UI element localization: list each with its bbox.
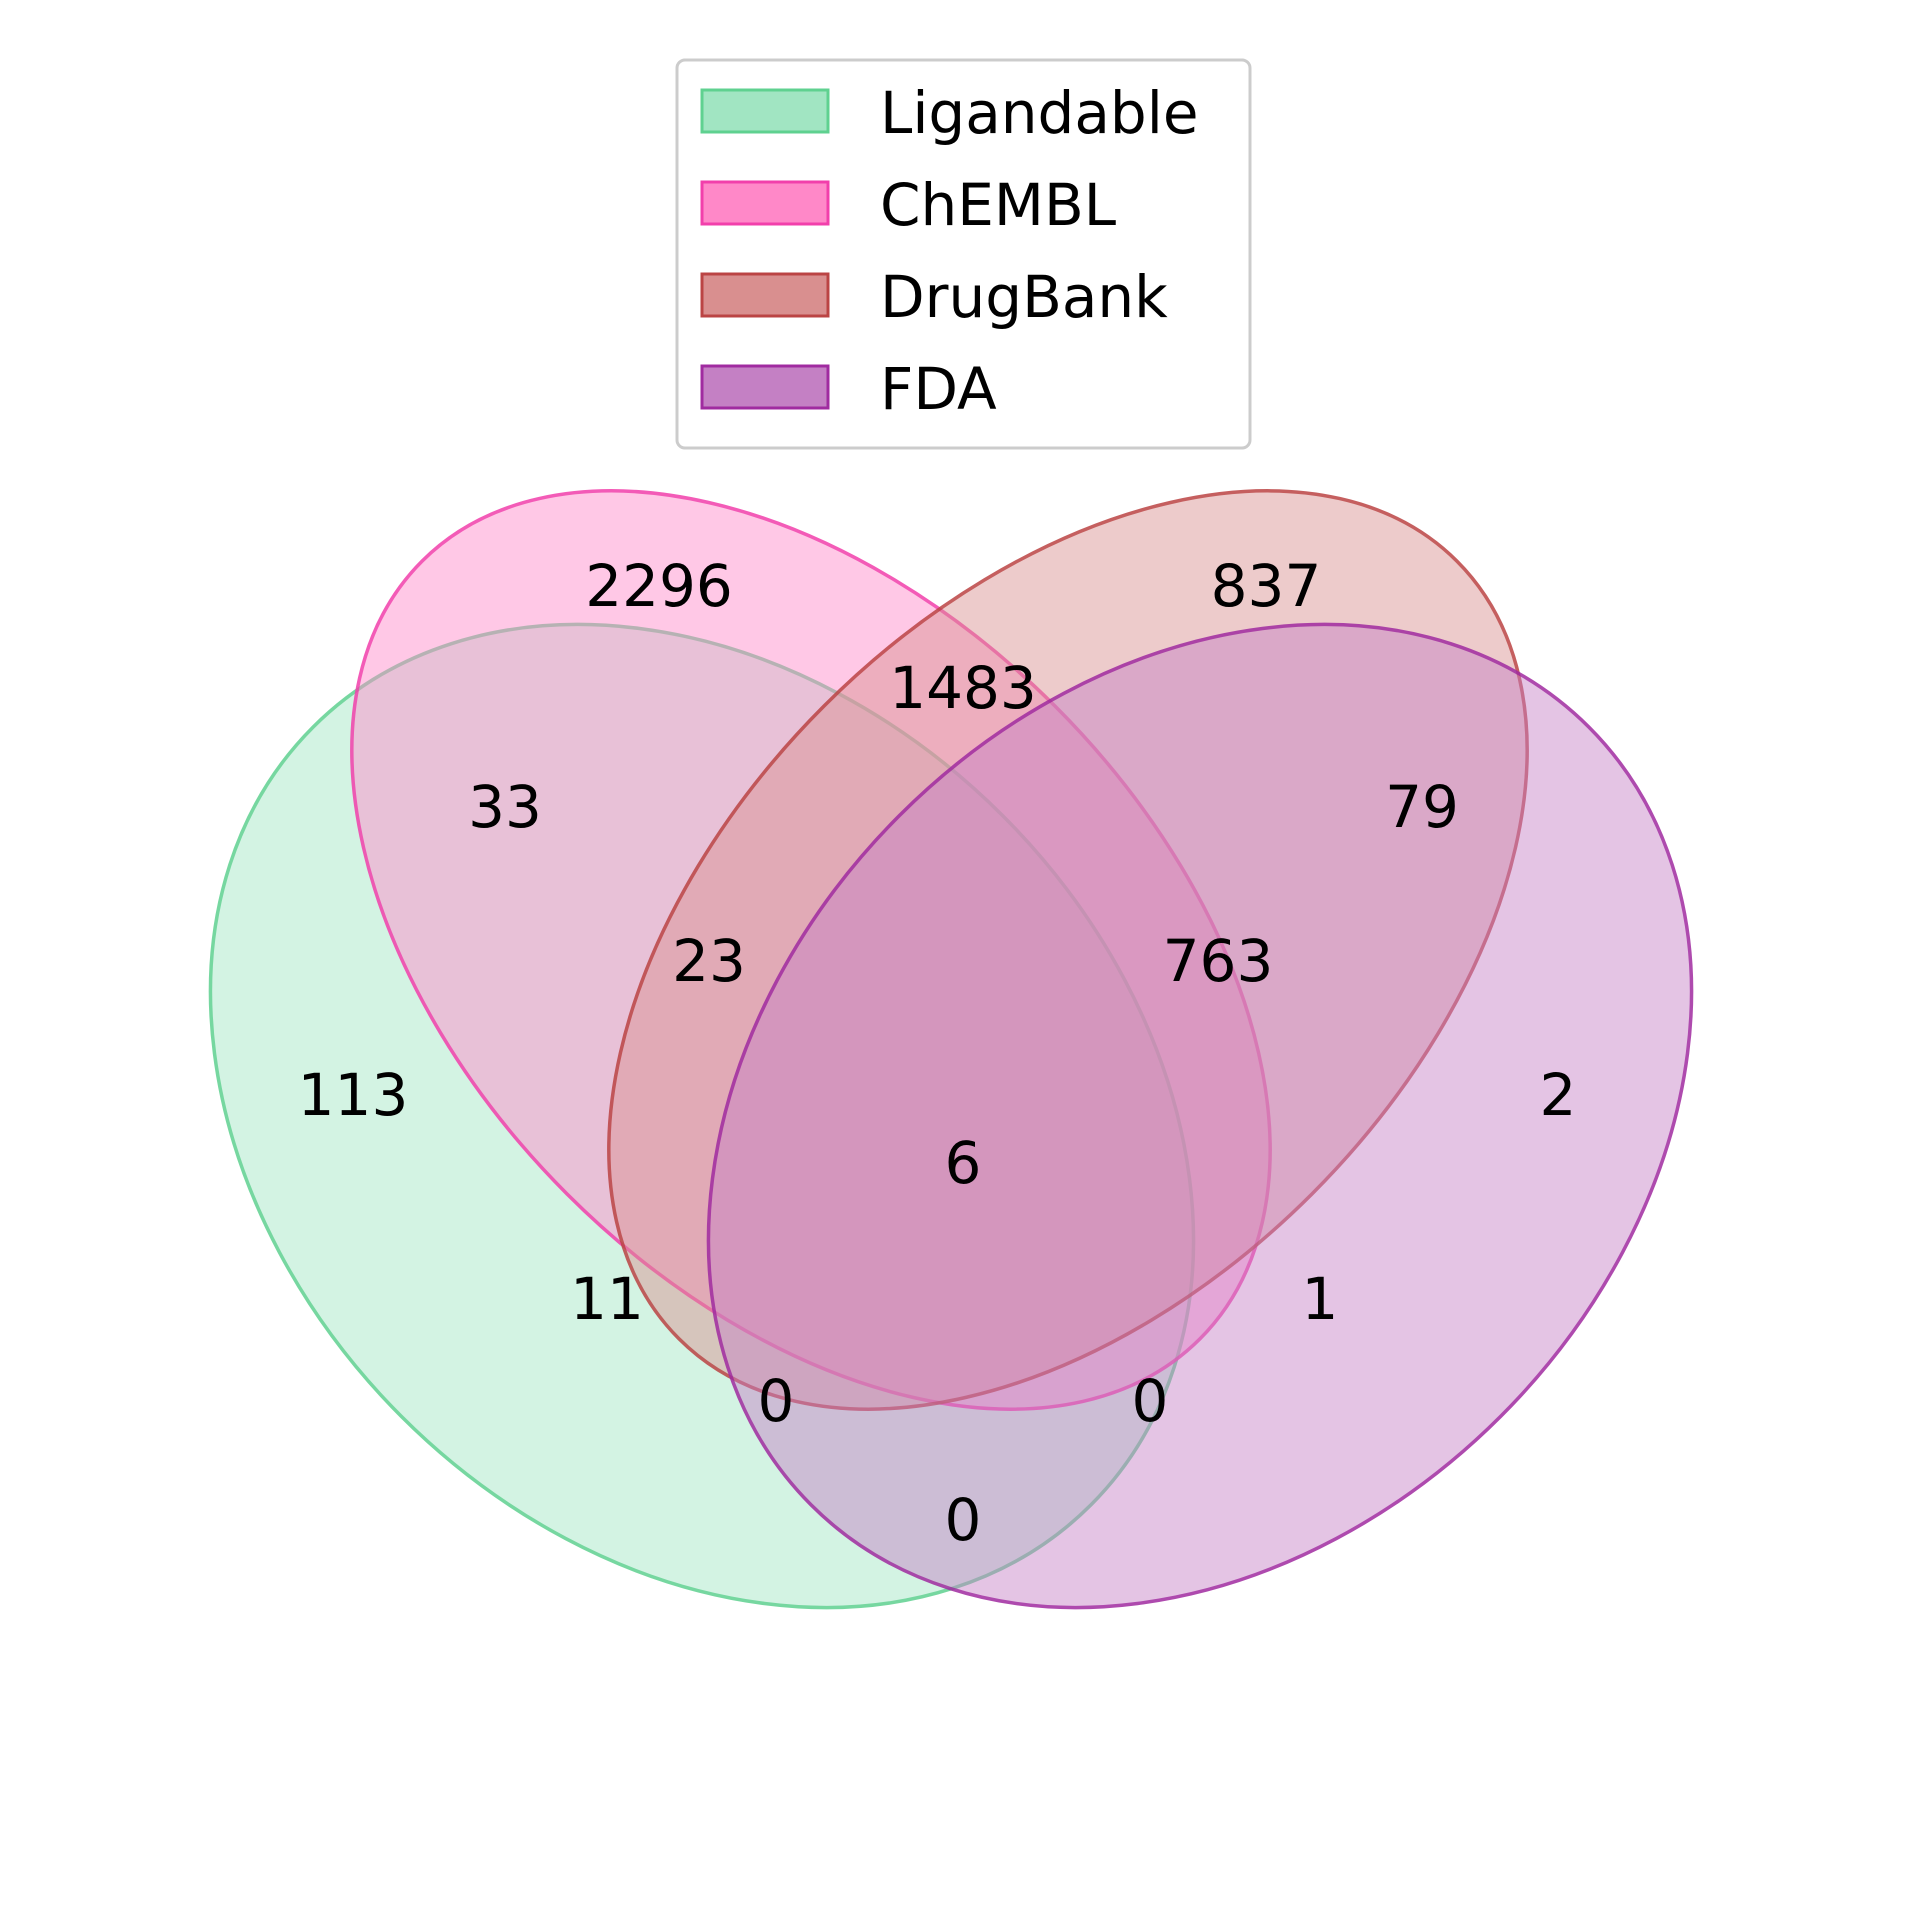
legend-swatch-ligandable (700, 88, 830, 134)
count-chembl-drugbank-fda: 763 (1163, 927, 1274, 995)
count-fda-only: 2 (1540, 1061, 1577, 1129)
legend-label-fda: FDA (880, 355, 997, 423)
legend: Ligandable ChEMBL DrugBank FDA (675, 58, 1252, 450)
count-ligandable-chembl: 33 (468, 773, 542, 841)
count-ligandable-chembl-fda: 0 (1132, 1367, 1169, 1435)
legend-label-ligandable: Ligandable (880, 79, 1199, 147)
legend-swatch-fda (700, 364, 830, 410)
count-ligandable-drugbank-fda: 0 (758, 1367, 795, 1435)
ligandable-ellipse (208, 622, 1196, 1610)
region-counts: 2296 837 1483 33 79 23 763 113 2 6 11 1 … (298, 552, 1577, 1554)
count-ligandable-only: 113 (298, 1061, 409, 1129)
count-drugbank-fda: 79 (1385, 773, 1459, 841)
count-ligandable-fda: 0 (945, 1486, 982, 1554)
legend-frame (675, 58, 1252, 450)
count-drugbank-only: 837 (1211, 552, 1322, 620)
count-all-four: 6 (945, 1129, 982, 1197)
fda-ellipse (706, 622, 1694, 1610)
count-chembl-drugbank: 1483 (889, 654, 1037, 722)
drugbank-ellipse (607, 489, 1529, 1411)
legend-label-chembl: ChEMBL (880, 171, 1116, 239)
chembl-ellipse (350, 489, 1272, 1411)
legend-swatch-drugbank (700, 272, 830, 318)
legend-label-drugbank: DrugBank (880, 263, 1168, 331)
legend-swatch-chembl (700, 180, 830, 226)
count-ligandable-chembl-drugbank: 23 (672, 927, 746, 995)
count-chembl-fda: 1 (1302, 1265, 1339, 1333)
set-ellipses (208, 489, 1694, 1610)
count-ligandable-drugbank: 11 (570, 1265, 644, 1333)
count-chembl-only: 2296 (585, 552, 733, 620)
